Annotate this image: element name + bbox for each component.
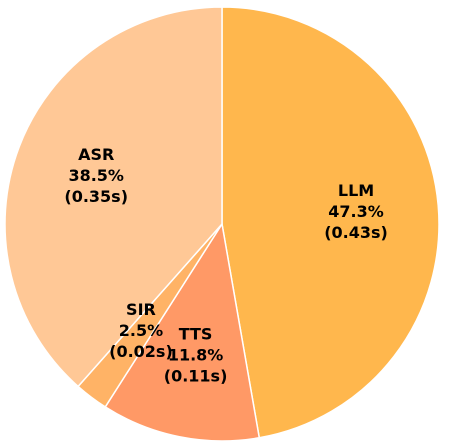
slice-percent: 11.8% [168, 345, 224, 364]
slice-duration: (0.11s) [164, 366, 228, 385]
pie-slice [4, 6, 223, 388]
pie-slice [104, 221, 261, 442]
slice-label: SIR [126, 300, 156, 319]
slice-label: TTS [179, 324, 213, 343]
slice-label: LLM [338, 181, 374, 200]
slice-duration: (0.43s) [324, 223, 388, 242]
slice-percent: 47.3% [328, 202, 384, 221]
slice-percent: 38.5% [68, 166, 124, 185]
slice-percent: 2.5% [119, 321, 163, 340]
slice-duration: (0.02s) [109, 342, 173, 361]
slice-label: ASR [78, 145, 114, 164]
slice-duration: (0.35s) [64, 187, 128, 206]
pie-slice [221, 6, 440, 439]
